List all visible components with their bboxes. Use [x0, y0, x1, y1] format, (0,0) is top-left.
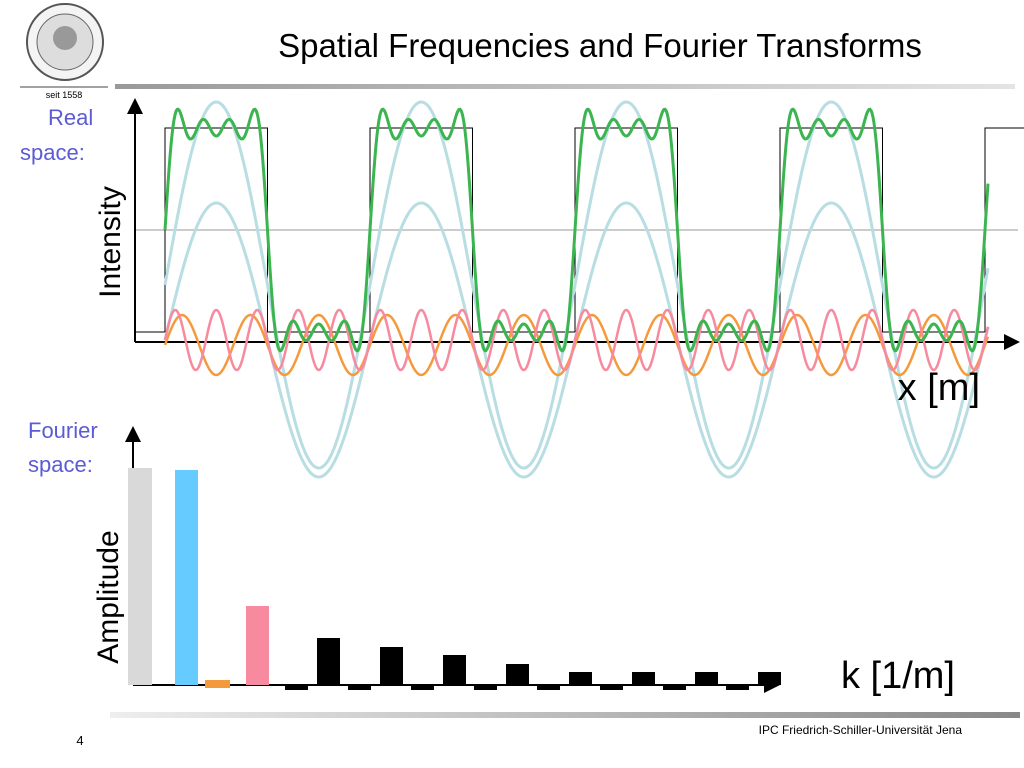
curve: [163, 313, 990, 377]
real-label: Real: [48, 105, 93, 130]
real-space-plot: [127, 98, 1024, 479]
y-axis-label: Amplitude: [92, 530, 125, 663]
real-label: space:: [20, 140, 85, 165]
logo-text: seit 1558: [46, 90, 83, 100]
page-number: 4: [76, 733, 83, 748]
x-axis-label: k [1/m]: [841, 655, 955, 697]
y-axis-label: Intensity: [94, 186, 127, 298]
fourier-plot: [125, 426, 781, 693]
x-axis-label: x [m]: [898, 367, 980, 409]
footer-institution: IPC Friedrich-Schiller-Universität Jena: [759, 723, 963, 737]
square-wave: [135, 127, 1024, 333]
footer-rule: [110, 712, 1020, 718]
curve: [163, 308, 990, 372]
curve: [163, 100, 990, 470]
title-rule: [115, 84, 1015, 89]
logo: seit 1558: [20, 3, 108, 100]
fourier-label: space:: [28, 452, 93, 477]
curve: [163, 107, 990, 353]
title: Spatial Frequencies and Fourier Transfor…: [278, 27, 922, 64]
fourier-label: Fourier: [28, 418, 98, 443]
